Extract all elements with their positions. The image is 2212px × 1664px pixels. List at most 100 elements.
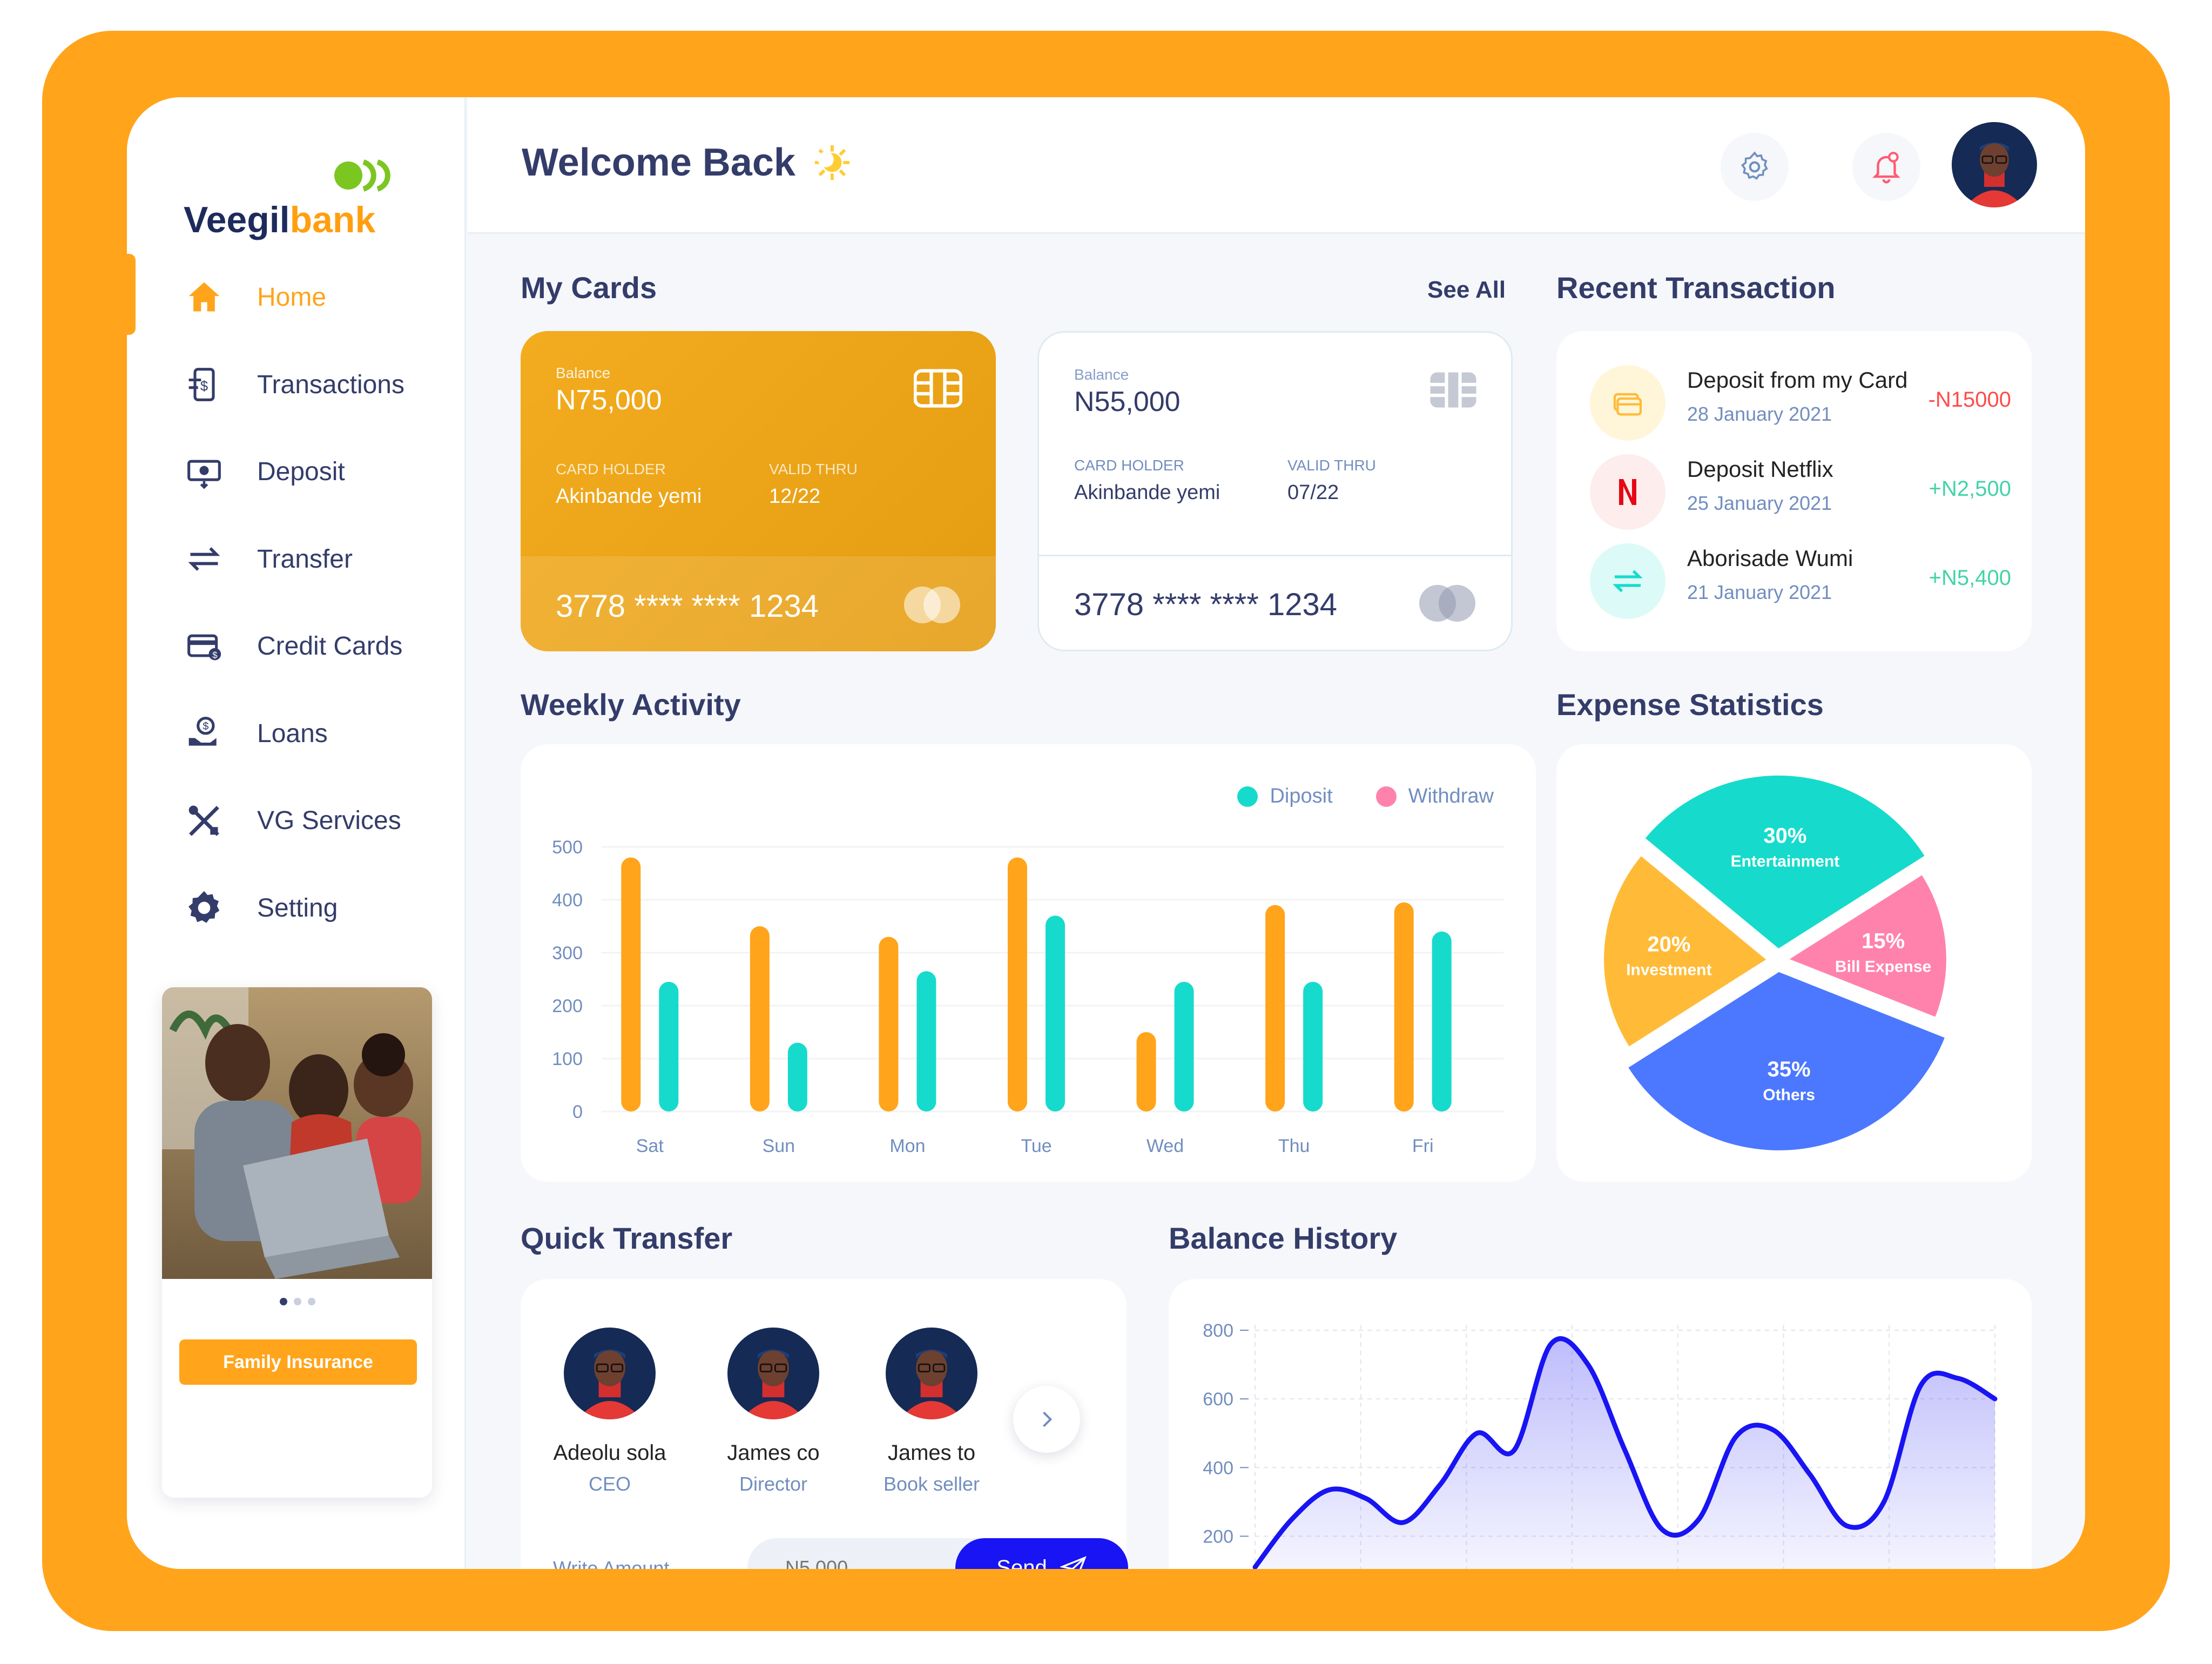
bar-withdraw[interactable] [916,971,936,1111]
y-tick-label: 100 [552,1049,583,1069]
contact-avatar [886,1328,977,1419]
transaction-amount: -N15000 [1928,388,2011,412]
pie-slice[interactable] [1789,875,1946,1017]
bell-icon [1872,152,1900,184]
sidebar-item-label: Transfer [257,544,353,574]
mastercard-logo-icon [1419,585,1475,622]
slice-percent-label: 15% [1862,929,1905,953]
family-photo [162,987,432,1279]
see-all-link[interactable]: See All [1427,277,1506,303]
y-tick-label: 600 [1203,1389,1233,1410]
credit-card-icon: $ [184,626,225,667]
carousel-dot[interactable] [308,1298,315,1305]
contact-avatar [564,1328,656,1419]
bar-deposit[interactable] [1136,1032,1156,1111]
amount-row: Write Amount Send [553,1538,1128,1569]
balance-line[interactable] [1252,1336,1998,1569]
bar-deposit[interactable] [750,926,770,1111]
expense-statistics-panel: 30% Entertainment 15% Bill Expense 35% Others… [1556,744,2032,1182]
valid-thru-label: VALID THRU [769,461,858,477]
weekly-activity-chart: 0 100 200 300 400 500 Sat Sun Mon Tue Wed Thu Fri [552,837,1503,1156]
sidebar-item-label: Transactions [257,370,404,399]
card-holder-label: CARD HOLDER [1074,457,1184,474]
bar-withdraw[interactable] [1432,931,1452,1111]
recent-transactions-panel: Deposit from my Card 28 January 2021 -N1… [1556,331,2032,651]
settings-button[interactable] [1721,133,1789,201]
credit-card-gold[interactable]: Balance N75,000 CARD HOLDER Akinbande ye… [521,331,996,651]
contact-card[interactable]: James co Director [706,1328,841,1495]
avatar-image [1952,122,2037,207]
next-contacts-button[interactable] [1013,1386,1080,1453]
bar-deposit[interactable] [1265,905,1285,1111]
sidebar-item-transactions[interactable]: $ Transactions [127,341,466,429]
slice-name-label: Others [1763,1086,1815,1104]
balance-label: Balance [556,365,611,381]
y-tick-label: 800 [1203,1321,1233,1341]
logo-mark-icon [334,159,390,192]
notifications-button[interactable] [1852,133,1920,201]
balance-history-panel: 200 400 600 800 [1169,1279,2032,1569]
carousel-dot-active[interactable] [280,1298,287,1305]
x-tick-label: Thu [1278,1136,1310,1156]
balance-history-chart: 200 400 600 800 [1203,1321,1998,1569]
promo-card: Family Insurance [162,987,432,1498]
chip-icon [914,369,962,408]
send-button[interactable]: Send [955,1538,1128,1569]
amount-label: Write Amount [553,1557,670,1569]
bar-withdraw[interactable] [1303,981,1323,1111]
carousel-dots[interactable] [280,1298,315,1305]
transaction-title: Deposit Netflix [1687,456,1833,482]
pie-slice[interactable] [1645,776,1925,949]
send-label: Send [996,1555,1047,1569]
gear-icon [184,887,225,928]
carousel-dot[interactable] [294,1298,301,1305]
pie-slice[interactable] [1628,972,1945,1150]
transaction-item[interactable]: Deposit Netflix 25 January 2021 +N2,500 [1590,450,2011,536]
transaction-date: 21 January 2021 [1687,581,1832,603]
services-icon [184,800,225,841]
bar-withdraw[interactable] [1174,981,1194,1111]
sidebar-item-loans[interactable]: $ Loans [127,690,466,778]
bar-deposit[interactable] [621,857,641,1111]
sidebar-item-label: Loans [257,719,328,748]
bar-deposit[interactable] [1008,857,1027,1111]
legend-dot [1237,786,1258,807]
bar-deposit[interactable] [879,937,899,1111]
slice-percent-label: 35% [1768,1057,1811,1081]
sidebar-item-credit-cards[interactable]: $ Credit Cards [127,603,466,690]
chip-icon [1430,372,1476,408]
transaction-item[interactable]: Aborisade Wumi 21 January 2021 +N5,400 [1590,539,2011,625]
sidebar-item-vg-services[interactable]: VG Services [127,777,466,865]
quick-transfer-title: Quick Transfer [521,1221,733,1255]
contact-card[interactable]: Adeolu sola CEO [542,1328,677,1495]
user-avatar[interactable] [1952,122,2037,207]
bar-withdraw[interactable] [787,1042,807,1111]
card-footer: 3778 **** **** 1234 [1039,555,1511,650]
contact-card[interactable]: James to Book seller [864,1328,999,1495]
credit-card-white[interactable]: Balance N55,000 CARD HOLDER Akinbande ye… [1037,331,1513,651]
valid-thru-value: 07/22 [1287,481,1339,504]
y-tick-label: 200 [1203,1526,1233,1547]
chart-legend: Diposit Withdraw [1237,785,1494,808]
svg-text:$: $ [212,650,218,660]
expense-statistics-title: Expense Statistics [1556,688,1824,722]
sidebar-item-deposit[interactable]: Deposit [127,428,466,516]
bar-deposit[interactable] [1394,902,1414,1111]
send-icon [1060,1556,1087,1569]
y-tick-label: 500 [552,837,583,858]
contact-role: Book seller [883,1473,980,1495]
pie-slice[interactable] [1604,856,1766,1047]
sidebar-item-transfer[interactable]: Transfer [127,516,466,603]
transfer-icon [184,538,225,580]
dashboard-app: Veegilbank Home $ Transactions Deposit [127,97,2085,1569]
sidebar-item-home[interactable]: Home [127,254,466,341]
card-number: 3778 **** **** 1234 [1074,587,1337,622]
bar-withdraw[interactable] [1046,915,1065,1111]
transaction-date: 28 January 2021 [1687,403,1832,425]
transaction-date: 25 January 2021 [1687,492,1832,514]
sidebar-item-setting[interactable]: Setting [127,865,466,952]
bar-withdraw[interactable] [659,981,679,1111]
legend-item-deposit: Diposit [1237,785,1333,808]
family-insurance-button[interactable]: Family Insurance [179,1339,417,1385]
transaction-item[interactable]: Deposit from my Card 28 January 2021 -N1… [1590,361,2011,447]
